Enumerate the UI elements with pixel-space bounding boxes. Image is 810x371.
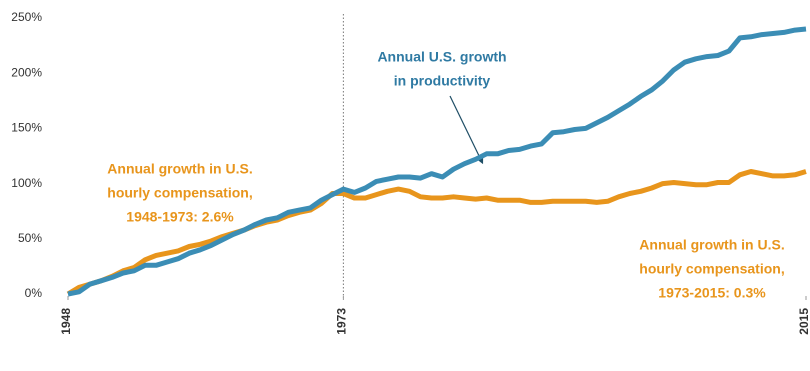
annotation: Annual growth in U.S. bbox=[639, 237, 784, 253]
y-tick-label: 0% bbox=[25, 286, 43, 300]
x-tick-label: 1973 bbox=[335, 308, 349, 335]
annotation: 1948-1973: 2.6% bbox=[126, 209, 234, 225]
annotation: Annual growth in U.S. bbox=[107, 161, 252, 177]
series-line bbox=[66, 169, 807, 297]
annotation: hourly compensation, bbox=[107, 185, 252, 201]
annotation: in productivity bbox=[394, 73, 491, 89]
series-line bbox=[67, 26, 807, 297]
annotation: 1973-2015: 0.3% bbox=[658, 285, 766, 301]
annotation: Annual U.S. growth bbox=[377, 49, 506, 65]
y-tick-label: 50% bbox=[18, 231, 42, 245]
y-tick-label: 200% bbox=[11, 65, 42, 79]
annotation-arrow bbox=[449, 95, 484, 165]
y-tick-label: 250% bbox=[11, 10, 42, 24]
x-tick-label: 2015 bbox=[797, 308, 810, 335]
y-tick-label: 150% bbox=[11, 121, 42, 135]
annotation: hourly compensation, bbox=[639, 261, 784, 277]
x-tick-label: 1948 bbox=[59, 308, 73, 335]
y-tick-label: 100% bbox=[11, 176, 42, 190]
